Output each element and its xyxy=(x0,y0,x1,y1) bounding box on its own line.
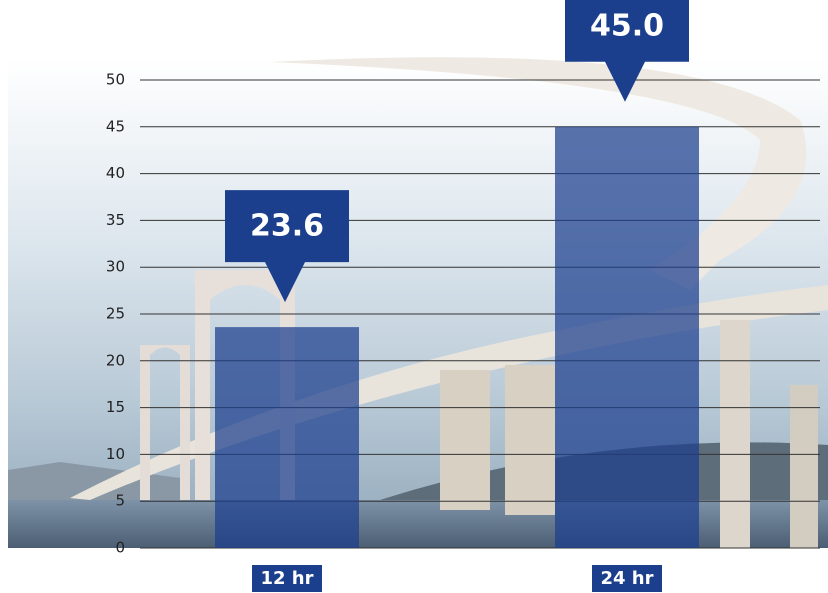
category-box xyxy=(592,565,662,592)
value-callout xyxy=(565,0,689,102)
y-tick-label: 30 xyxy=(106,258,125,276)
y-tick-label: 0 xyxy=(115,539,125,557)
bar xyxy=(555,126,699,549)
y-tick-label: 10 xyxy=(106,445,125,463)
y-tick-label: 20 xyxy=(106,351,125,369)
value-label: 23.6 xyxy=(250,209,324,244)
y-tick-label: 45 xyxy=(106,117,125,135)
y-tick-label: 35 xyxy=(106,211,125,229)
background-photo xyxy=(8,57,828,548)
y-tick-label: 15 xyxy=(106,398,125,416)
y-tick-label: 5 xyxy=(115,492,125,510)
y-tick-label: 40 xyxy=(106,164,125,182)
x-tick-label: 12 hr xyxy=(260,568,313,589)
value-label: 45.0 xyxy=(590,8,664,43)
y-tick-label: 25 xyxy=(106,305,125,323)
y-tick-label: 50 xyxy=(106,71,125,89)
category-box xyxy=(252,565,322,592)
value-callout xyxy=(225,190,349,303)
x-tick-label: 24 hr xyxy=(600,568,653,589)
bar xyxy=(215,327,359,548)
